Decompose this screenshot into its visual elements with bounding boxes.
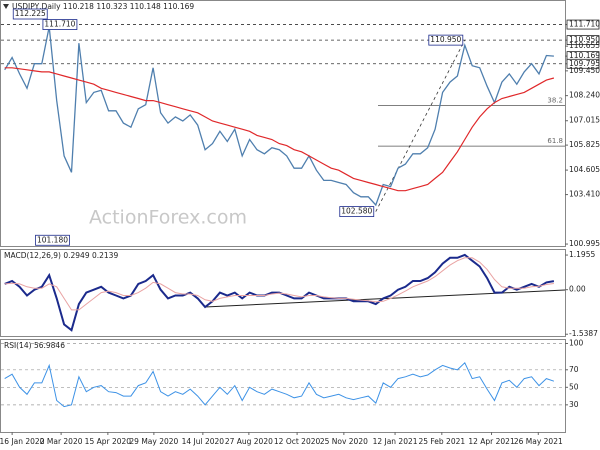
x-tick-label: 12 Oct 2020 xyxy=(274,437,321,446)
y-tick-label: 70 xyxy=(569,365,579,374)
y-tick-label: 1.1955 xyxy=(569,250,595,259)
y-tick-label: 111.710 xyxy=(569,20,600,29)
x-tick-label: 26 May 2021 xyxy=(514,437,563,446)
y-tick-label: 104.605 xyxy=(569,165,600,174)
x-tick-label: 29 May 2020 xyxy=(129,437,178,446)
series-line xyxy=(4,361,555,408)
y-tick-label: 30 xyxy=(569,400,579,409)
x-tick-label: 12 Apr 2021 xyxy=(468,437,515,446)
y-tick-label: 100.995 xyxy=(569,239,600,248)
y-tick-label: 50 xyxy=(569,382,579,391)
annotation-label: 110.950 xyxy=(430,35,461,44)
tick-box xyxy=(566,19,600,30)
x-tick-label: 27 Aug 2020 xyxy=(225,437,273,446)
price-panel xyxy=(0,0,566,247)
y-tick-label: 107.015 xyxy=(569,116,600,125)
x-tick-label: 15 Apr 2020 xyxy=(85,437,132,446)
y-tick-label: 109.450 xyxy=(569,66,600,75)
x-tick-label: 25 Feb 2021 xyxy=(418,437,465,446)
tick-box xyxy=(566,58,600,69)
y-tick-label: 109.795 xyxy=(569,59,600,68)
macd-header: MACD(12,26,9) 0.2949 0.2139 xyxy=(4,251,118,260)
x-tick-label: 2 Mar 2020 xyxy=(40,437,83,446)
series-line xyxy=(4,26,554,207)
annotation-label: 111.710 xyxy=(44,20,75,29)
y-tick-label: 0.00 xyxy=(569,285,586,294)
x-tick-label: 12 Jan 2021 xyxy=(373,437,418,446)
annotation-label: 112.225 xyxy=(15,9,46,18)
series-line xyxy=(4,257,554,311)
rsi-panel xyxy=(0,339,566,433)
y-tick-label: 108.240 xyxy=(569,91,600,100)
rsi-header: RSI(14) 56.9846 xyxy=(4,341,65,350)
watermark: ActionForex.com xyxy=(89,207,247,229)
price-header: USDJPY,Daily 110.218 110.323 110.148 110… xyxy=(12,2,194,11)
series-line xyxy=(4,67,555,192)
annotation-box xyxy=(42,19,78,30)
y-tick-label: 110.655 xyxy=(569,41,600,50)
annotation-label: 102.580 xyxy=(341,207,372,216)
annotation-box xyxy=(35,234,70,246)
x-tick-label: 16 Jan 2020 xyxy=(0,437,45,446)
y-tick-label: 110.169 xyxy=(569,51,600,60)
tick-box xyxy=(566,35,600,46)
y-tick-label: 103.410 xyxy=(569,190,600,199)
fib-label: 38.2 xyxy=(547,97,563,105)
annotation-box xyxy=(339,206,375,217)
y-tick-label: -1.5387 xyxy=(569,329,598,338)
y-tick-label: 100 xyxy=(569,339,584,348)
y-tick-label: 110.950 xyxy=(569,35,600,44)
annotation-box xyxy=(428,34,464,46)
fib-label: 61.8 xyxy=(547,137,563,145)
menu-triangle xyxy=(3,4,9,9)
annotation-label: 101.180 xyxy=(37,235,68,244)
y-tick-label: 105.825 xyxy=(569,140,600,149)
x-tick-label: 14 Jul 2020 xyxy=(182,437,225,446)
trend-line xyxy=(375,39,466,212)
x-tick-label: 25 Nov 2020 xyxy=(320,437,368,446)
annotation-box xyxy=(12,8,48,20)
macd-panel xyxy=(0,249,566,337)
